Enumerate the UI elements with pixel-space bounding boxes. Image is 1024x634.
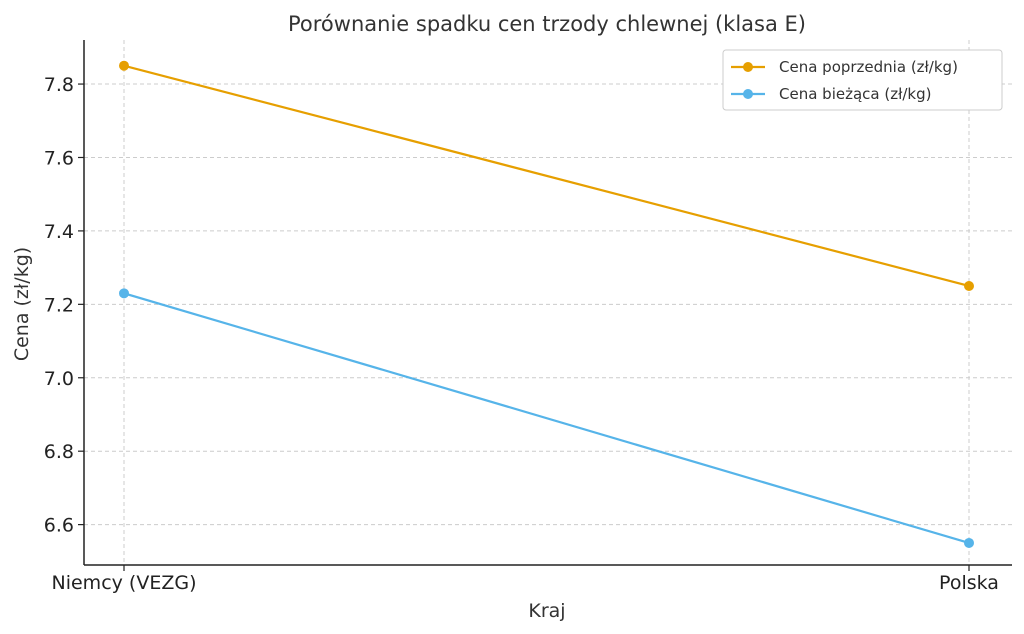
x-axis-label: Kraj (528, 600, 565, 622)
chart-title: Porównanie spadku cen trzody chlewnej (k… (288, 12, 806, 36)
y-axis-label: Cena (zł/kg) (11, 247, 33, 361)
legend-label: Cena bieżąca (zł/kg) (779, 85, 931, 103)
legend-marker (743, 62, 753, 72)
y-tick-label: 7.0 (44, 368, 74, 390)
series-0 (119, 60, 974, 291)
legend-label: Cena poprzednia (zł/kg) (779, 58, 958, 76)
legend-box (722, 49, 1003, 111)
legend: Cena poprzednia (zł/kg) Cena bieżąca (zł/… (722, 49, 1003, 111)
grid-lines (84, 40, 1012, 565)
y-tick-label: 7.8 (44, 74, 74, 96)
data-point (119, 288, 129, 299)
y-tick-label: 7.6 (44, 147, 74, 169)
series-layer (119, 60, 974, 548)
legend-marker (743, 89, 753, 99)
x-tick-label: Polska (939, 572, 999, 594)
y-tick-label: 6.8 (44, 441, 74, 463)
data-point (119, 60, 129, 71)
data-point (964, 537, 974, 548)
y-tick-label: 7.2 (44, 294, 74, 316)
data-point (964, 280, 974, 291)
x-tick-label: Niemcy (VEZG) (52, 572, 197, 594)
y-tick-label: 7.4 (44, 221, 74, 243)
axes (83, 40, 1012, 566)
tick-labels: 6.6 6.8 7.0 7.2 7.4 7.6 7.8 Niemcy (VEZG) Polska (44, 74, 999, 594)
series-1 (119, 288, 974, 548)
y-tick-label: 6.6 (44, 515, 74, 537)
legend-item: Cena poprzednia (zł/kg) (731, 58, 958, 76)
series-line (123, 292, 970, 545)
series-line (123, 64, 970, 288)
legend-item: Cena bieżąca (zł/kg) (731, 85, 931, 103)
